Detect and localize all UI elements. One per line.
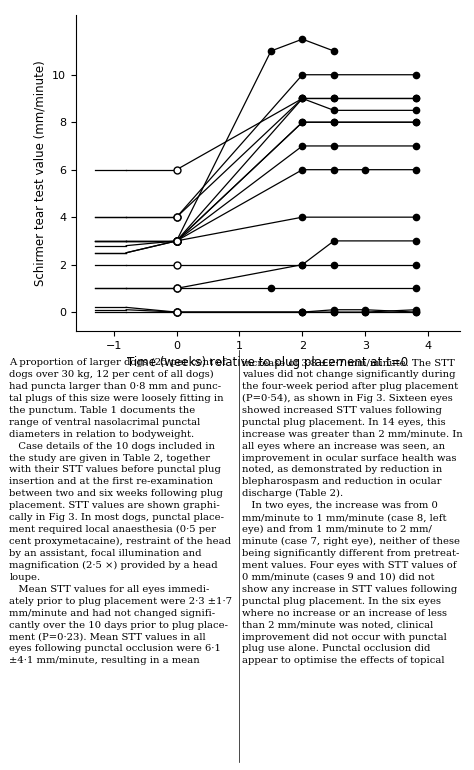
X-axis label: Time (weeks) relative to plug placement at t=0: Time (weeks) relative to plug placement … <box>127 357 409 370</box>
Text: than 2 mm/minute was noted, clinical: than 2 mm/minute was noted, clinical <box>242 621 433 630</box>
Text: loupe.: loupe. <box>9 573 41 582</box>
Text: insertion and at the first re-examination: insertion and at the first re-examinatio… <box>9 477 214 487</box>
Text: (P=0·54), as shown in Fig 3. Sixteen eyes: (P=0·54), as shown in Fig 3. Sixteen eye… <box>242 393 453 403</box>
Text: the four-week period after plug placement: the four-week period after plug placemen… <box>242 382 458 391</box>
Text: show any increase in STT values following: show any increase in STT values followin… <box>242 585 457 594</box>
Text: increase of 3·8 ±2·7 mm/minute. The STT: increase of 3·8 ±2·7 mm/minute. The STT <box>242 358 455 367</box>
Text: showed increased STT values following: showed increased STT values following <box>242 406 442 415</box>
Text: cent proxymetacaine), restraint of the head: cent proxymetacaine), restraint of the h… <box>9 537 231 546</box>
Text: all eyes where an increase was seen, an: all eyes where an increase was seen, an <box>242 441 445 450</box>
Text: had puncta larger than 0·8 mm and punc-: had puncta larger than 0·8 mm and punc- <box>9 382 222 391</box>
Text: mm/minute to 1 mm/minute (case 8, left: mm/minute to 1 mm/minute (case 8, left <box>242 513 446 522</box>
Text: dogs over 30 kg, 12 per cent of all dogs): dogs over 30 kg, 12 per cent of all dogs… <box>9 370 214 379</box>
Text: placement. STT values are shown graphi-: placement. STT values are shown graphi- <box>9 501 220 511</box>
Text: the punctum. Table 1 documents the: the punctum. Table 1 documents the <box>9 406 196 415</box>
Text: range of ventral nasolacrimal punctal: range of ventral nasolacrimal punctal <box>9 417 201 427</box>
Text: with their STT values before punctal plug: with their STT values before punctal plu… <box>9 465 221 474</box>
Text: where no increase or an increase of less: where no increase or an increase of less <box>242 608 447 618</box>
Text: between two and six weeks following plug: between two and six weeks following plug <box>9 490 223 498</box>
Text: 0 mm/minute (cases 9 and 10) did not: 0 mm/minute (cases 9 and 10) did not <box>242 573 434 582</box>
Text: ment values. Four eyes with STT values of: ment values. Four eyes with STT values o… <box>242 561 456 570</box>
Text: blepharospasm and reduction in ocular: blepharospasm and reduction in ocular <box>242 477 441 487</box>
Text: punctal plug placement. In 14 eyes, this: punctal plug placement. In 14 eyes, this <box>242 417 446 427</box>
Text: ment (P=0·23). Mean STT values in all: ment (P=0·23). Mean STT values in all <box>9 632 206 641</box>
Text: the study are given in Table 2, together: the study are given in Table 2, together <box>9 454 210 463</box>
Text: eyes following punctal occlusion were 6·1: eyes following punctal occlusion were 6·… <box>9 644 221 654</box>
Text: mm/minute and had not changed signifi-: mm/minute and had not changed signifi- <box>9 608 216 618</box>
Text: diameters in relation to bodyweight.: diameters in relation to bodyweight. <box>9 430 195 439</box>
Text: cally in Fig 3. In most dogs, punctal place-: cally in Fig 3. In most dogs, punctal pl… <box>9 513 225 522</box>
Text: ment required local anaesthesia (0·5 per: ment required local anaesthesia (0·5 per <box>9 525 217 534</box>
Text: plug use alone. Punctal occlusion did: plug use alone. Punctal occlusion did <box>242 644 430 654</box>
Text: tal plugs of this size were loosely fitting in: tal plugs of this size were loosely fitt… <box>9 393 224 403</box>
Text: punctal plug placement. In the six eyes: punctal plug placement. In the six eyes <box>242 597 441 606</box>
Text: noted, as demonstrated by reduction in: noted, as demonstrated by reduction in <box>242 465 442 474</box>
Text: Mean STT values for all eyes immedi-: Mean STT values for all eyes immedi- <box>9 585 210 594</box>
Y-axis label: Schirmer tear test value (mm/minute): Schirmer tear test value (mm/minute) <box>34 60 46 286</box>
Text: Case details of the 10 dogs included in: Case details of the 10 dogs included in <box>9 441 216 450</box>
Text: In two eyes, the increase was from 0: In two eyes, the increase was from 0 <box>242 501 438 511</box>
Text: A proportion of larger dogs (25 per cent of: A proportion of larger dogs (25 per cent… <box>9 358 227 367</box>
Text: increase was greater than 2 mm/minute. In: increase was greater than 2 mm/minute. I… <box>242 430 463 439</box>
Text: discharge (Table 2).: discharge (Table 2). <box>242 490 343 498</box>
Text: magnification (2·5 ×) provided by a head: magnification (2·5 ×) provided by a head <box>9 561 218 570</box>
Text: being significantly different from pretreat-: being significantly different from pretr… <box>242 549 459 558</box>
Text: ±4·1 mm/minute, resulting in a mean: ±4·1 mm/minute, resulting in a mean <box>9 656 200 665</box>
Text: by an assistant, focal illumination and: by an assistant, focal illumination and <box>9 549 202 558</box>
Text: appear to optimise the effects of topical: appear to optimise the effects of topica… <box>242 656 444 665</box>
Text: cantly over the 10 days prior to plug place-: cantly over the 10 days prior to plug pl… <box>9 621 228 630</box>
Text: values did not change significantly during: values did not change significantly duri… <box>242 370 455 379</box>
Text: improvement did not occur with punctal: improvement did not occur with punctal <box>242 632 447 641</box>
Text: eye) and from 1 mm/minute to 2 mm/: eye) and from 1 mm/minute to 2 mm/ <box>242 525 432 534</box>
Text: improvement in ocular surface health was: improvement in ocular surface health was <box>242 454 456 463</box>
Text: ately prior to plug placement were 2·3 ±1·7: ately prior to plug placement were 2·3 ±… <box>9 597 232 606</box>
Text: minute (case 7, right eye), neither of these: minute (case 7, right eye), neither of t… <box>242 537 460 546</box>
